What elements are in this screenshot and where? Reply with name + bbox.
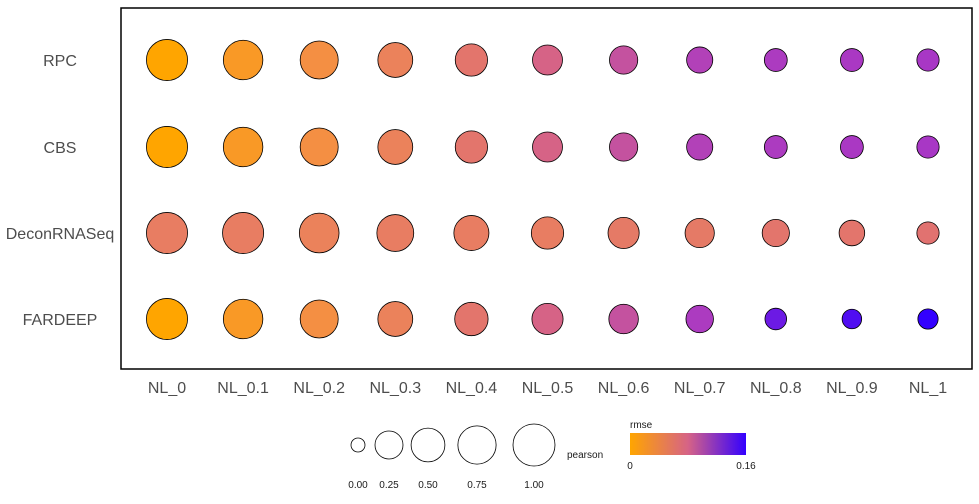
y-tick-label: CBS	[44, 140, 77, 157]
bubble-FARDEEP-NL_0.6	[608, 303, 639, 335]
bubble-RPC-NL_0.8	[763, 48, 788, 72]
bubble-CBS-NL_0.5	[532, 131, 563, 163]
bubble-RPC-NL_0	[146, 39, 188, 81]
x-axis: NL_0 NL_0.1 NL_0.2 NL_0.3 NL_0.4 NL_0.5 NL_0.6…	[148, 380, 947, 397]
y-tick-label: FARDEEP	[23, 312, 98, 329]
bubbles-layer	[146, 39, 940, 340]
bubble-DeconRNASeq-NL_0.6	[607, 217, 640, 249]
x-tick-label: NL_0.2	[293, 380, 345, 397]
bubble-FARDEEP-NL_0.4	[454, 301, 489, 337]
bubble-FARDEEP-NL_0.2	[299, 299, 339, 339]
bubble-RPC-NL_0.3	[377, 42, 414, 78]
size-legend-label: 0.00	[348, 480, 368, 491]
bubble-CBS-NL_0.8	[763, 135, 788, 159]
y-tick-label: DeconRNASeq	[6, 226, 115, 243]
color-legend-max-label: 0.16	[736, 461, 756, 472]
bubble-FARDEEP-NL_0.8	[764, 307, 788, 331]
bubble-CBS-NL_0.9	[840, 135, 864, 159]
size-legend-title: pearson	[567, 450, 603, 461]
bubble-DeconRNASeq-NL_0.5	[530, 216, 565, 250]
size-legend-circle	[410, 427, 446, 463]
size-legend-label: 0.75	[467, 480, 487, 491]
color-legend-title: rmse	[630, 420, 653, 431]
size-legend-circle	[457, 425, 497, 465]
color-legend-bar	[630, 433, 746, 455]
bubble-RPC-NL_0.4	[454, 43, 488, 77]
bubble-DeconRNASeq-NL_0	[146, 212, 188, 254]
size-legend-circle	[512, 423, 556, 467]
size-legend-circle	[350, 437, 366, 453]
bubble-DeconRNASeq-NL_0.3	[376, 214, 415, 252]
x-tick-label: NL_0.8	[750, 380, 802, 397]
bubble-DeconRNASeq-NL_0.4	[453, 215, 490, 251]
y-tick-label: RPC	[43, 53, 77, 70]
bubble-CBS-NL_0.4	[454, 130, 488, 164]
bubble-FARDEEP-NL_0.3	[377, 301, 414, 337]
x-tick-label: NL_1	[909, 380, 947, 397]
bubble-CBS-NL_0	[146, 126, 188, 168]
bubble-FARDEEP-NL_0	[146, 298, 188, 340]
bubble-FARDEEP-NL_0.1	[222, 298, 264, 340]
bubble-CBS-NL_0.7	[686, 133, 714, 161]
bubble-RPC-NL_0.2	[299, 40, 339, 80]
y-axis: RPC CBS DeconRNASeq FARDEEP	[6, 53, 115, 329]
x-tick-label: NL_0.5	[522, 380, 574, 397]
bubble-RPC-NL_1	[916, 48, 940, 72]
size-legend-circle	[374, 430, 404, 460]
bubble-RPC-NL_0.1	[222, 39, 264, 81]
bubble-FARDEEP-NL_0.5	[531, 303, 564, 335]
bubble-DeconRNASeq-NL_0.1	[222, 212, 265, 254]
bubble-DeconRNASeq-NL_0.2	[298, 212, 340, 254]
size-legend-label: 0.50	[418, 480, 438, 491]
x-tick-label: NL_0.1	[217, 380, 269, 397]
size-legend: pearson 0.00 0.25 0.50 0.75 1.00	[348, 423, 603, 491]
bubble-DeconRNASeq-NL_0.7	[684, 217, 715, 249]
bubble-RPC-NL_0.5	[532, 44, 563, 76]
size-legend-label: 0.25	[379, 480, 399, 491]
bubble-CBS-NL_0.1	[222, 126, 264, 168]
bubble-RPC-NL_0.6	[609, 45, 639, 75]
color-legend: rmse 0 0.16	[627, 420, 756, 472]
bubble-CBS-NL_0.3	[377, 129, 414, 165]
x-tick-label: NL_0	[148, 380, 186, 397]
x-tick-label: NL_0.9	[826, 380, 878, 397]
bubble-FARDEEP-NL_0.9	[841, 308, 863, 330]
x-tick-label: NL_0.3	[370, 380, 422, 397]
bubble-DeconRNASeq-NL_0.9	[838, 219, 866, 247]
size-legend-label: 1.00	[524, 480, 544, 491]
bubble-FARDEEP-NL_0.7	[685, 304, 714, 334]
x-tick-label: NL_0.4	[446, 380, 498, 397]
bubble-DeconRNASeq-NL_0.8	[761, 218, 790, 248]
bubble-FARDEEP-NL_1	[917, 308, 939, 330]
color-legend-min-label: 0	[627, 461, 633, 472]
x-tick-label: NL_0.7	[674, 380, 726, 397]
bubble-RPC-NL_0.7	[686, 46, 714, 74]
bubble-CBS-NL_0.2	[299, 127, 339, 167]
bubble-RPC-NL_0.9	[840, 48, 864, 72]
bubble-CBS-NL_1	[916, 135, 940, 159]
x-tick-label: NL_0.6	[598, 380, 650, 397]
bubble-DeconRNASeq-NL_1	[916, 221, 940, 245]
bubble-CBS-NL_0.6	[609, 132, 639, 162]
